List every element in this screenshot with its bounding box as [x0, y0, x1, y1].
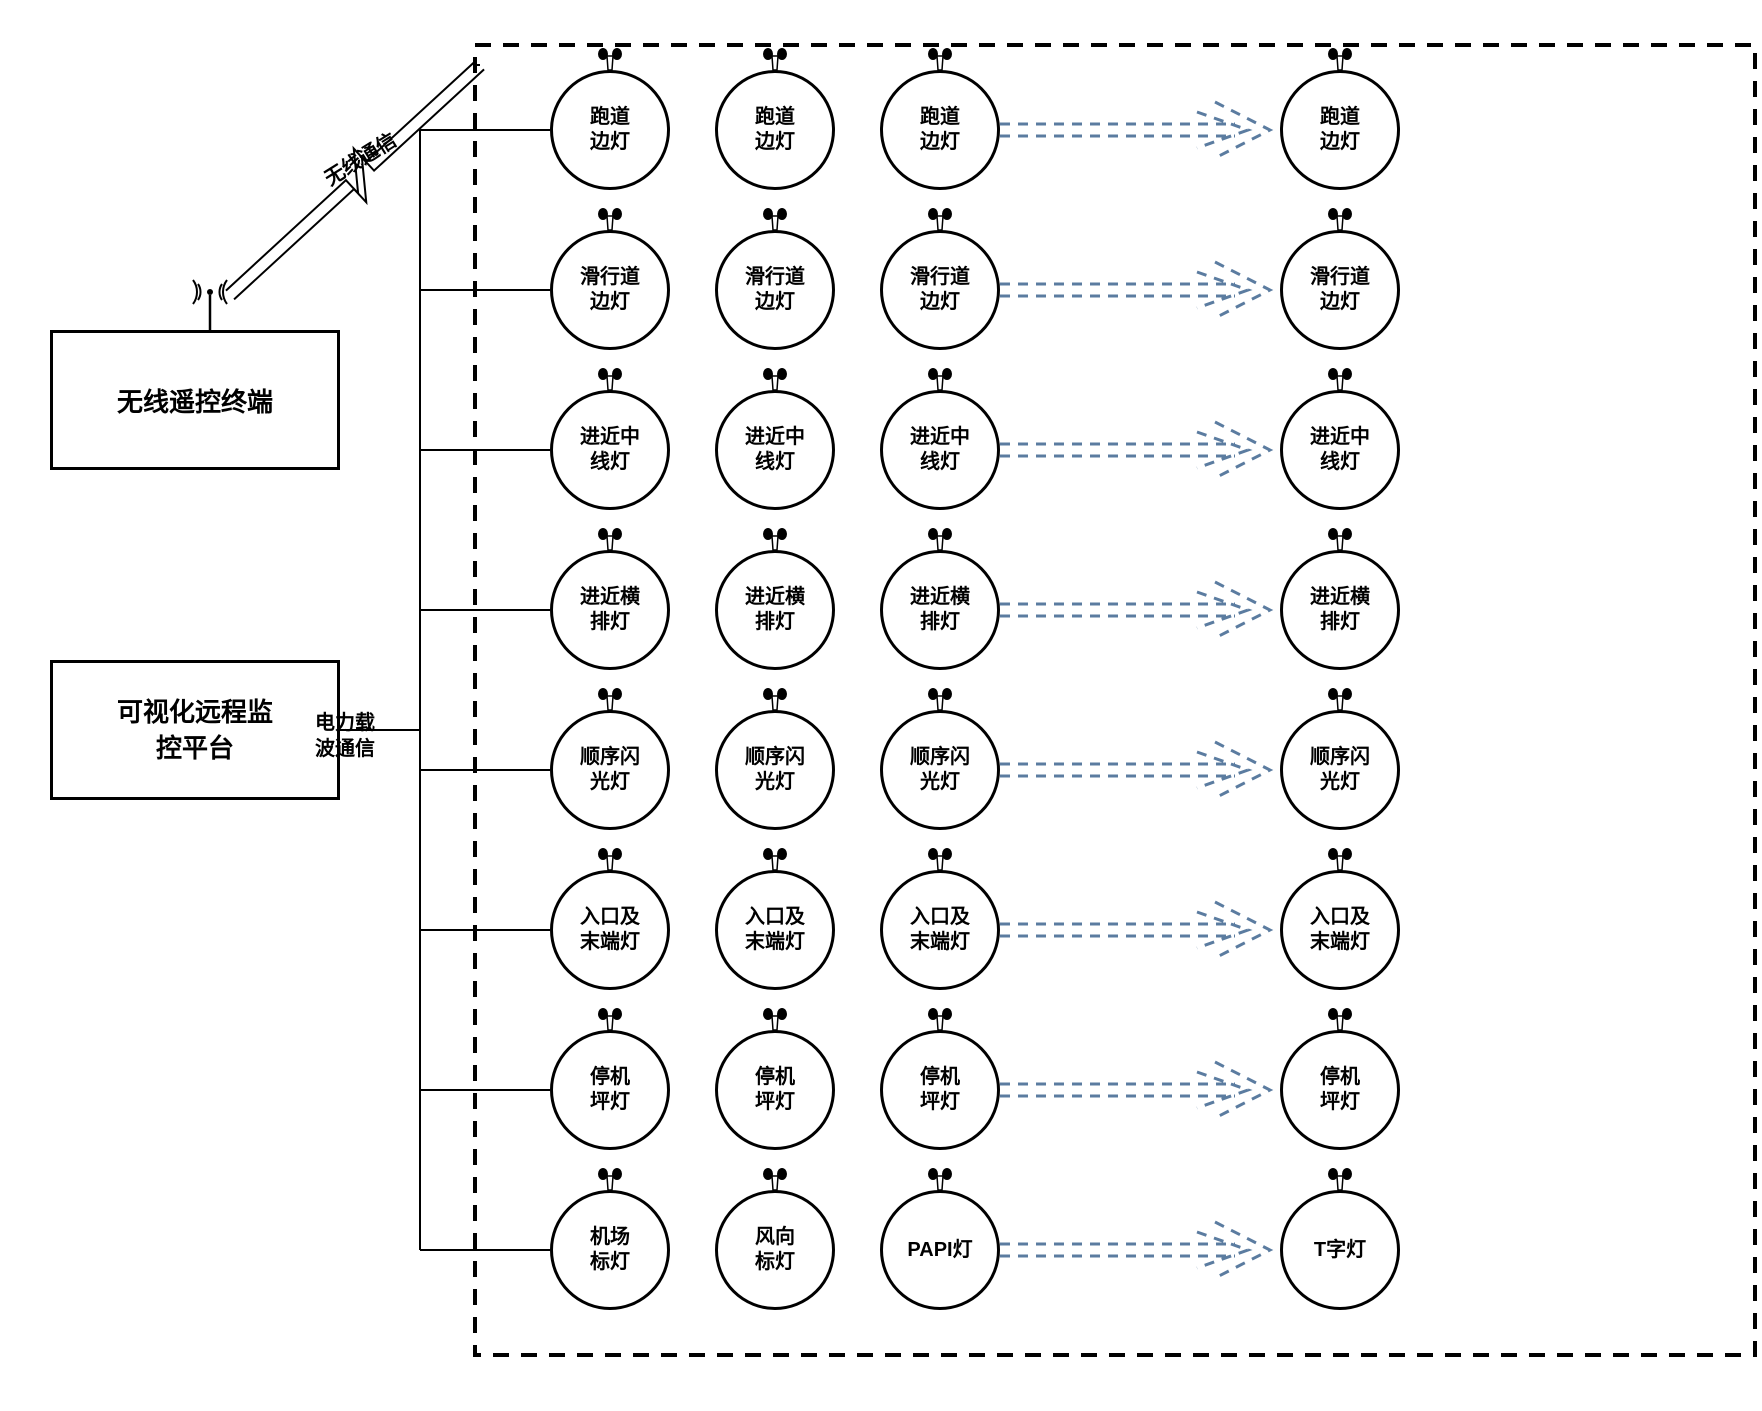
antenna-icon-r1-c0	[595, 208, 625, 233]
light-node-r0-c1: 跑道 边灯	[715, 70, 835, 190]
antenna-icon-r5-c2	[925, 848, 955, 873]
antenna-icon-r0-c1	[760, 48, 790, 73]
antenna-icon-r1-c2	[925, 208, 955, 233]
light-node-r4-c2: 顺序闪 光灯	[880, 710, 1000, 830]
antenna-icon-r6-c0	[595, 1008, 625, 1033]
light-node-r6-c3: 停机 坪灯	[1280, 1030, 1400, 1150]
antenna-icon-r7-c3	[1325, 1168, 1355, 1193]
light-node-r1-c2: 滑行道 边灯	[880, 230, 1000, 350]
diagram-canvas: 无线遥控终端可视化远程监 控平台无线通信电力载 波通信跑道 边灯 跑道 边灯 跑…	[20, 20, 1762, 1391]
antenna-icon-r5-c3	[1325, 848, 1355, 873]
antenna-icon-r5-c0	[595, 848, 625, 873]
light-node-r7-c1: 风向 标灯	[715, 1190, 835, 1310]
light-node-r5-c1: 入口及 末端灯	[715, 870, 835, 990]
light-node-r4-c1: 顺序闪 光灯	[715, 710, 835, 830]
light-node-r2-c1: 进近中 线灯	[715, 390, 835, 510]
light-node-r0-c3: 跑道 边灯	[1280, 70, 1400, 190]
antenna-icon-r3-c3	[1325, 528, 1355, 553]
antenna-icon-r6-c2	[925, 1008, 955, 1033]
light-node-r6-c2: 停机 坪灯	[880, 1030, 1000, 1150]
antenna-icon-r2-c3	[1325, 368, 1355, 393]
antenna-icon-r0-c3	[1325, 48, 1355, 73]
light-node-r3-c3: 进近横 排灯	[1280, 550, 1400, 670]
antenna-icon-r3-c0	[595, 528, 625, 553]
antenna-icon-r1-c3	[1325, 208, 1355, 233]
antenna-icon-r2-c0	[595, 368, 625, 393]
light-node-r0-c2: 跑道 边灯	[880, 70, 1000, 190]
light-node-r7-c2: PAPI灯	[880, 1190, 1000, 1310]
light-node-r4-c3: 顺序闪 光灯	[1280, 710, 1400, 830]
light-node-r5-c2: 入口及 末端灯	[880, 870, 1000, 990]
antenna-icon-r3-c1	[760, 528, 790, 553]
antenna-icon-r6-c1	[760, 1008, 790, 1033]
antenna-icon-r4-c1	[760, 688, 790, 713]
antenna-icon-r7-c2	[925, 1168, 955, 1193]
light-node-r2-c2: 进近中 线灯	[880, 390, 1000, 510]
light-node-r6-c0: 停机 坪灯	[550, 1030, 670, 1150]
antenna-icon-r7-c0	[595, 1168, 625, 1193]
light-node-r2-c3: 进近中 线灯	[1280, 390, 1400, 510]
light-node-r5-c0: 入口及 末端灯	[550, 870, 670, 990]
terminal-box: 无线遥控终端	[50, 330, 340, 470]
antenna-icon-r6-c3	[1325, 1008, 1355, 1033]
antenna-icon-r5-c1	[760, 848, 790, 873]
antenna-icon-r4-c3	[1325, 688, 1355, 713]
light-node-r1-c1: 滑行道 边灯	[715, 230, 835, 350]
light-node-r1-c0: 滑行道 边灯	[550, 230, 670, 350]
light-node-r4-c0: 顺序闪 光灯	[550, 710, 670, 830]
light-node-r7-c0: 机场 标灯	[550, 1190, 670, 1310]
antenna-icon-r0-c0	[595, 48, 625, 73]
light-node-r1-c3: 滑行道 边灯	[1280, 230, 1400, 350]
light-node-r3-c0: 进近横 排灯	[550, 550, 670, 670]
antenna-icon-r4-c0	[595, 688, 625, 713]
platform-antenna-icon	[180, 270, 240, 330]
light-node-r7-c3: T字灯	[1280, 1190, 1400, 1310]
antenna-icon-r4-c2	[925, 688, 955, 713]
plc-label: 电力载 波通信	[300, 710, 390, 762]
light-node-r3-c1: 进近横 排灯	[715, 550, 835, 670]
light-node-r0-c0: 跑道 边灯	[550, 70, 670, 190]
platform-box: 可视化远程监 控平台	[50, 660, 340, 800]
antenna-icon-r7-c1	[760, 1168, 790, 1193]
light-node-r5-c3: 入口及 末端灯	[1280, 870, 1400, 990]
light-node-r2-c0: 进近中 线灯	[550, 390, 670, 510]
light-node-r6-c1: 停机 坪灯	[715, 1030, 835, 1150]
antenna-icon-r3-c2	[925, 528, 955, 553]
antenna-icon-r2-c2	[925, 368, 955, 393]
antenna-icon-r0-c2	[925, 48, 955, 73]
light-node-r3-c2: 进近横 排灯	[880, 550, 1000, 670]
antenna-icon-r1-c1	[760, 208, 790, 233]
antenna-icon-r2-c1	[760, 368, 790, 393]
